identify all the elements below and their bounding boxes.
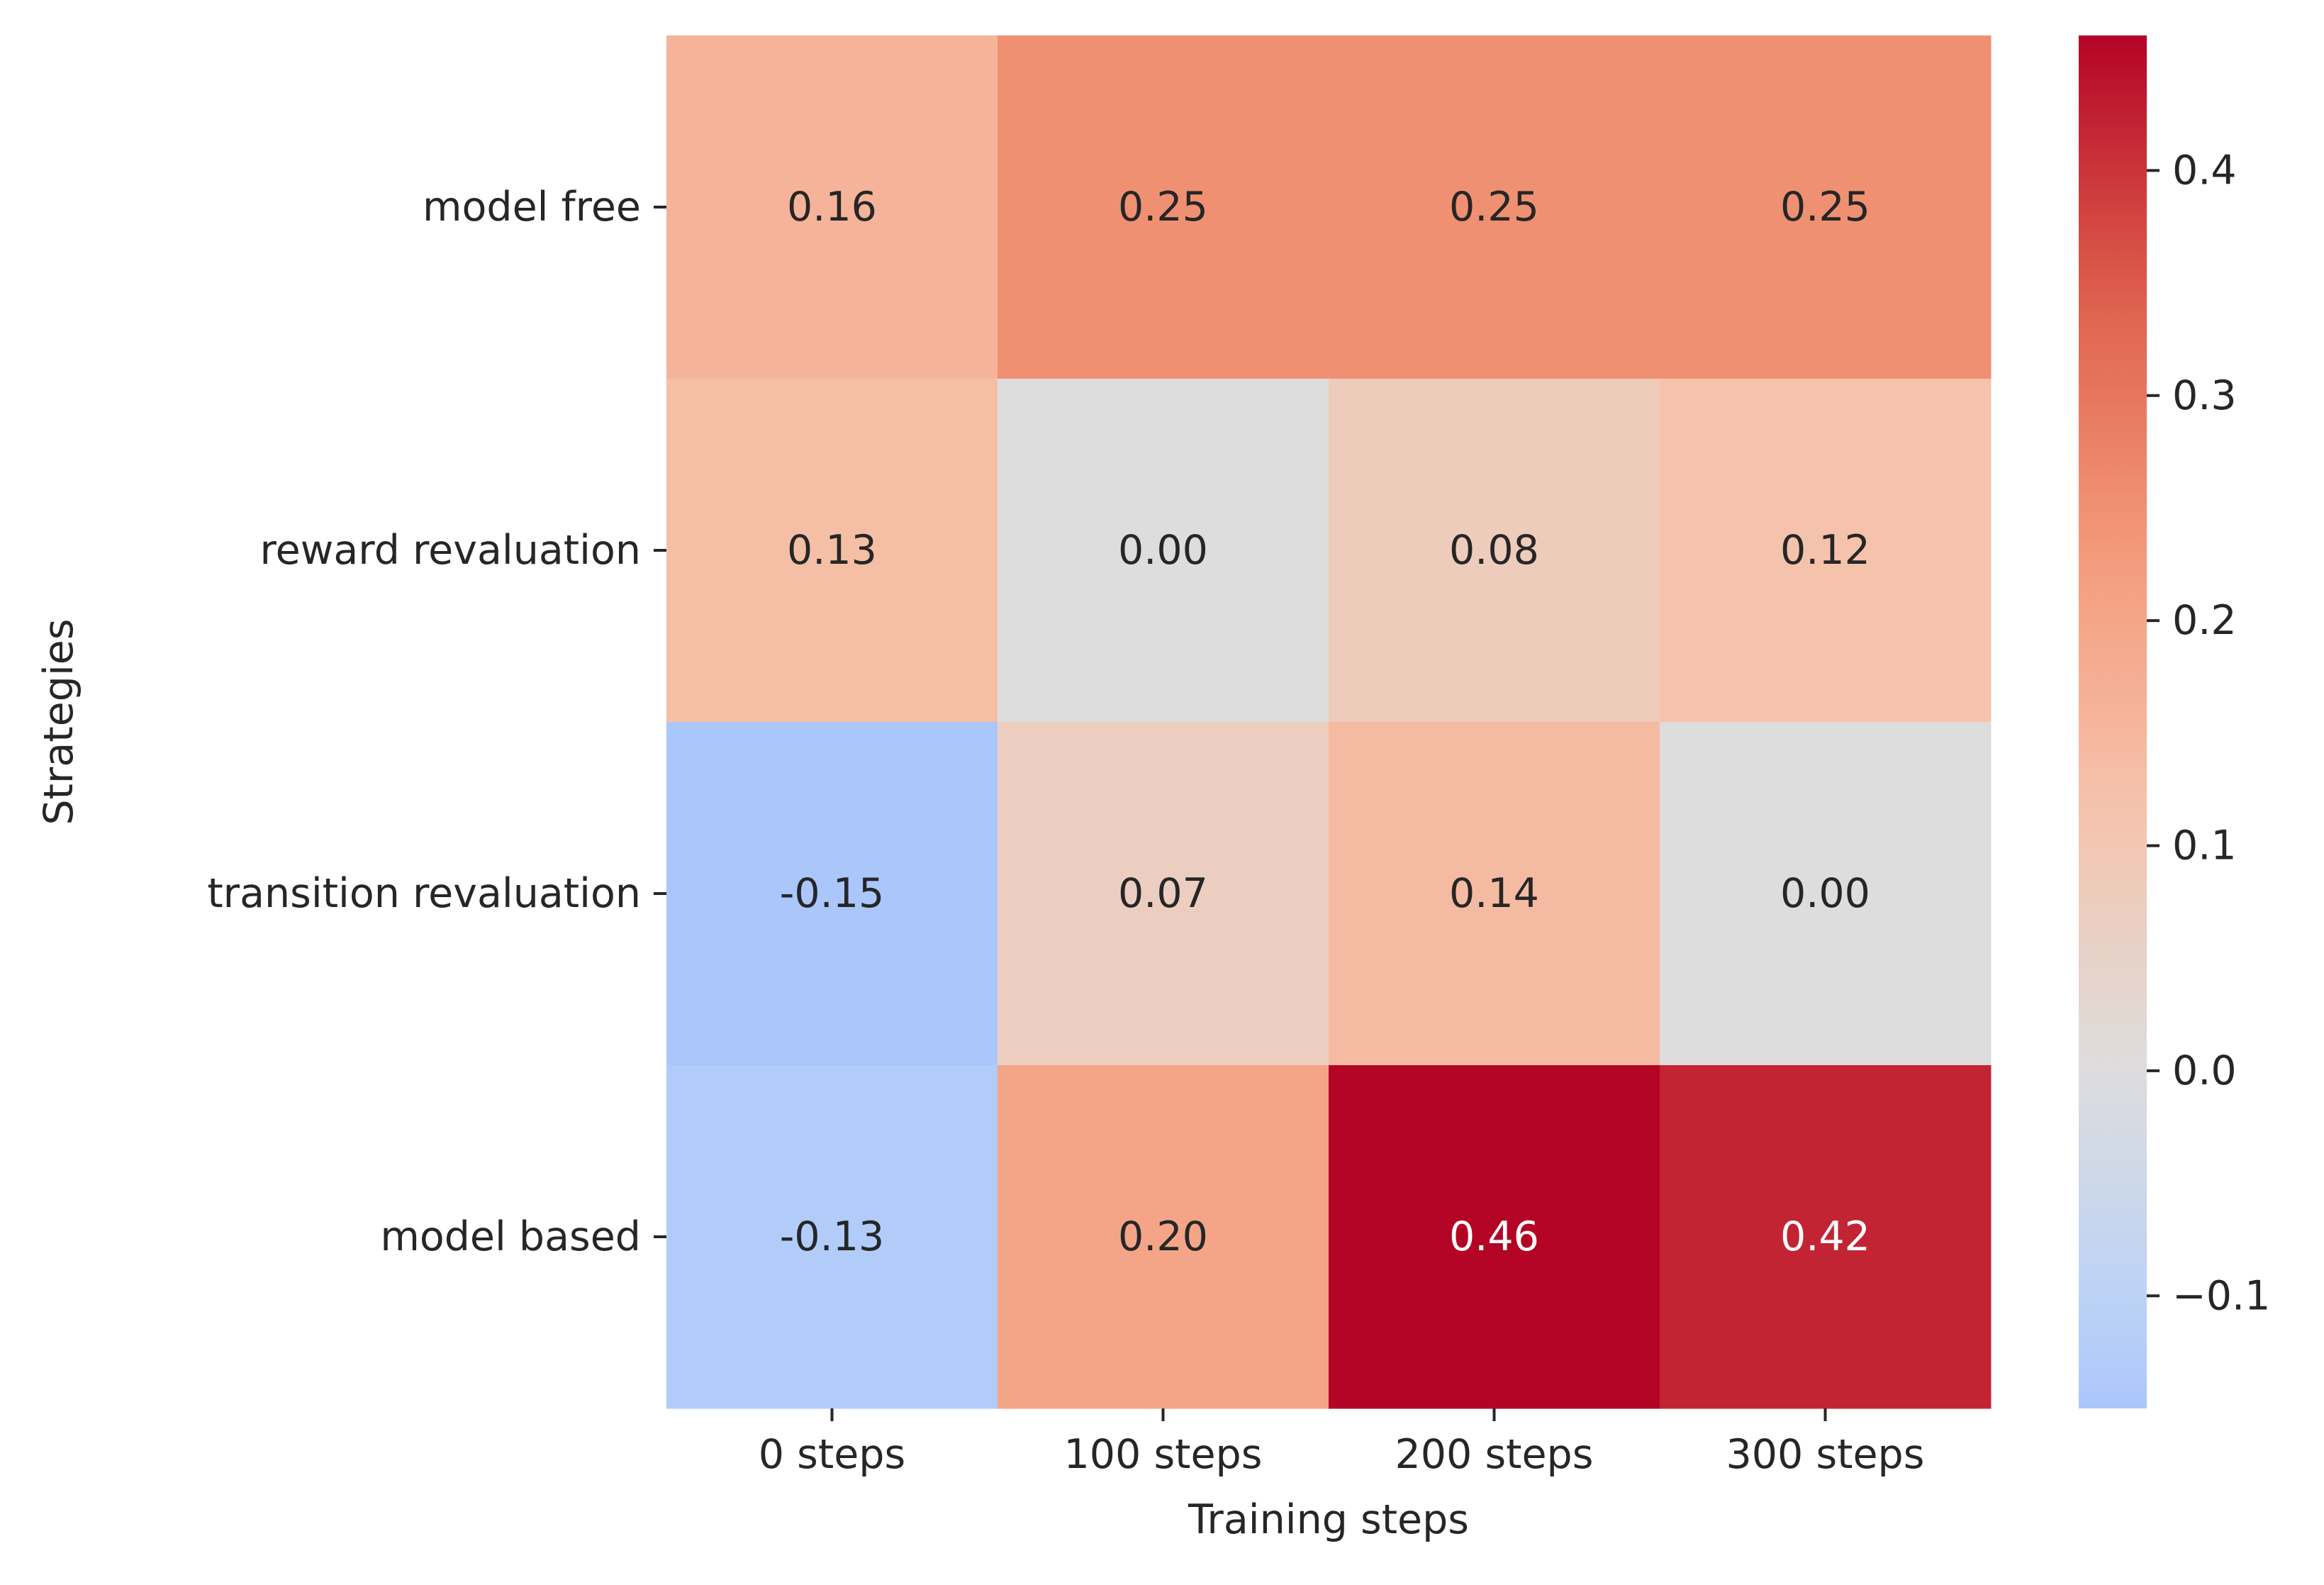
x-tick-label: 100 steps (1064, 1431, 1263, 1478)
heatmap-cell (666, 1065, 998, 1409)
cell-annotation: 0.08 (1449, 527, 1539, 574)
y-axis: model free reward revaluation transition r… (207, 184, 666, 1260)
heatmap-cell (1660, 1065, 1991, 1409)
cell-annotations: 0.16 0.25 0.25 0.25 0.13 0.00 0.08 0.12 -0.15 0.0… (780, 184, 1870, 1260)
heatmap-cell (998, 379, 1329, 723)
y-axis-label: Strategies (35, 618, 82, 825)
heatmap-cell (1660, 722, 1991, 1066)
cell-annotation: 0.00 (1118, 527, 1208, 574)
cell-annotation: 0.20 (1118, 1213, 1208, 1260)
colorbar-gradient (2079, 35, 2147, 1408)
cell-annotation: -0.13 (780, 1213, 884, 1260)
heatmap-cell (1329, 35, 1660, 379)
cell-annotation: 0.12 (1780, 527, 1870, 574)
cell-annotation: 0.25 (1118, 184, 1208, 230)
colorbar: −0.1 0.0 0.1 0.2 0.3 0.4 (2079, 35, 2270, 1408)
x-axis: 0 steps 100 steps 200 steps 300 steps (759, 1408, 1925, 1478)
heatmap-cell (998, 1065, 1329, 1409)
heatmap-cell (666, 722, 998, 1066)
y-tick-label: model based (380, 1213, 641, 1260)
heatmap-cell (1329, 379, 1660, 723)
cell-annotation: 0.07 (1118, 870, 1208, 917)
heatmap-cell (998, 35, 1329, 379)
cell-annotation: 0.13 (787, 527, 877, 574)
colorbar-tick-label: 0.0 (2172, 1047, 2237, 1094)
x-tick-label: 0 steps (759, 1431, 905, 1478)
colorbar-tick-label: 0.1 (2172, 823, 2237, 869)
cell-annotation: 0.25 (1780, 184, 1870, 230)
cell-annotation: 0.42 (1780, 1213, 1870, 1260)
cell-annotation: -0.15 (780, 870, 884, 917)
heatmap-cell (1329, 722, 1660, 1066)
heatmap-cell (666, 35, 998, 379)
heatmap-cell (1660, 35, 1991, 379)
cell-annotation: 0.14 (1449, 870, 1539, 917)
cell-annotation: 0.25 (1449, 184, 1539, 230)
x-tick-label: 200 steps (1395, 1431, 1594, 1478)
x-axis-label: Training steps (1188, 1496, 1469, 1543)
cell-annotation: 0.00 (1780, 870, 1870, 917)
y-tick-label: reward revaluation (259, 527, 641, 574)
colorbar-tick-label: −0.1 (2172, 1272, 2270, 1319)
heatmap-cell (1329, 1065, 1660, 1409)
heatmap-cells (666, 35, 1991, 1409)
x-tick-label: 300 steps (1726, 1431, 1925, 1478)
heatmap-cell (666, 379, 998, 723)
cell-annotation: 0.16 (787, 184, 877, 230)
cell-annotation: 0.46 (1449, 1213, 1539, 1260)
y-tick-label: transition revaluation (207, 870, 641, 917)
colorbar-tick-label: 0.2 (2172, 597, 2237, 644)
heatmap-cell (1660, 379, 1991, 723)
heatmap-cell (998, 722, 1329, 1066)
colorbar-tick-label: 0.3 (2172, 372, 2237, 419)
colorbar-tick-label: 0.4 (2172, 147, 2237, 194)
y-tick-label: model free (423, 184, 641, 230)
